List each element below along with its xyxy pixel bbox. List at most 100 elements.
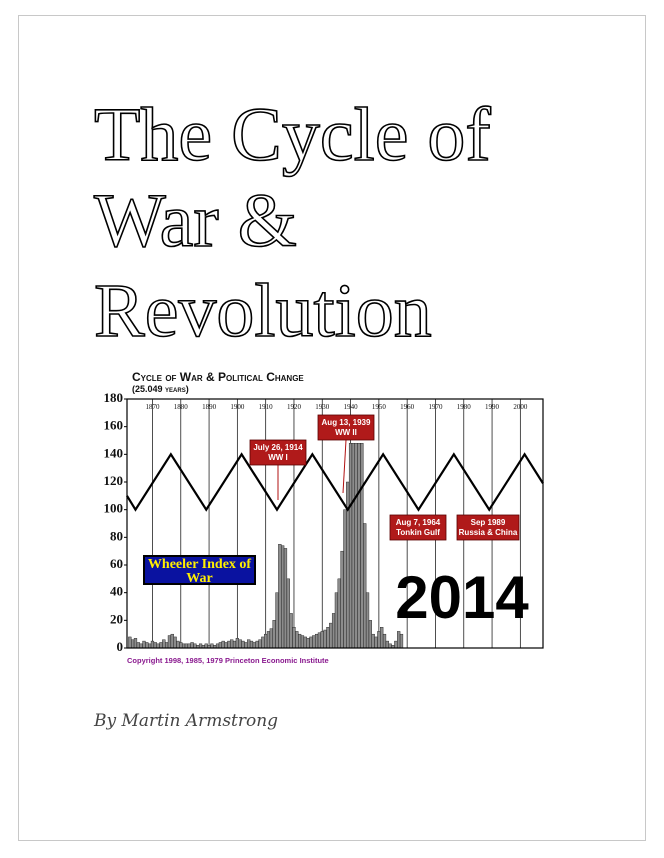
x-tick-label: 1870 — [145, 403, 160, 411]
y-tick-label: 140 — [104, 445, 124, 460]
bar — [148, 643, 152, 649]
annotation-text: Russia & China — [459, 528, 518, 537]
bar — [331, 613, 336, 649]
bar — [343, 509, 347, 649]
bar — [320, 631, 324, 649]
bar — [272, 620, 276, 649]
bar — [326, 627, 330, 649]
bar — [258, 639, 262, 649]
annotation-box — [317, 414, 375, 441]
bar — [232, 640, 237, 649]
annotation-text: Tonkin Gulf — [396, 528, 440, 537]
bar — [167, 635, 172, 649]
bar — [377, 631, 381, 649]
bar — [153, 642, 157, 649]
bar — [385, 640, 389, 649]
legend-entry: Wheeler Index of War — [143, 555, 256, 586]
x-tick-label: 1960 — [400, 403, 415, 411]
bar — [136, 642, 140, 649]
bar — [298, 633, 302, 649]
annotation-text: WW II — [335, 428, 357, 437]
bar — [221, 640, 225, 649]
y-tick-label: 100 — [104, 501, 124, 516]
x-tick-label: 1880 — [174, 403, 189, 411]
x-tick-label: 1930 — [315, 403, 330, 411]
x-tick-label: 1980 — [457, 403, 472, 411]
bar — [159, 642, 163, 649]
x-tick-label: 1910 — [259, 403, 274, 411]
bar — [264, 633, 268, 649]
bar — [235, 638, 239, 649]
bar — [399, 633, 404, 649]
title-line: The Cycle of — [94, 93, 491, 177]
bar — [179, 642, 183, 649]
bar — [238, 639, 242, 649]
bar — [162, 639, 166, 649]
bar — [181, 643, 186, 649]
bar — [394, 640, 398, 649]
bar — [323, 629, 327, 649]
x-tick-label: 1940 — [344, 403, 359, 411]
highlight-year: 2014 — [395, 564, 529, 631]
bar — [365, 592, 370, 649]
bar — [300, 635, 305, 649]
bar — [303, 636, 307, 649]
bar — [380, 627, 384, 649]
bar — [351, 443, 356, 649]
annotation-pointer — [342, 439, 347, 494]
bar — [150, 640, 155, 649]
bar — [247, 639, 251, 649]
bar — [360, 443, 364, 649]
x-tick-label: 1990 — [485, 403, 500, 411]
y-tick-label: 80 — [110, 528, 123, 543]
bar — [289, 613, 293, 649]
bar — [227, 640, 231, 649]
bar — [334, 592, 339, 649]
y-tick-label: 20 — [110, 611, 123, 626]
y-tick-label: 40 — [110, 584, 123, 599]
cycle-line — [126, 452, 544, 512]
bar — [244, 642, 248, 649]
bar — [176, 640, 180, 649]
bar — [286, 578, 290, 649]
chart-subtitle: (25.049 years) — [132, 384, 189, 394]
bar — [368, 620, 372, 649]
y-tick-label: 0 — [117, 639, 124, 654]
bar — [292, 627, 296, 649]
x-tick-label: 1890 — [202, 403, 217, 411]
bar — [348, 443, 353, 649]
bar — [218, 642, 223, 649]
bar — [388, 643, 392, 649]
bar — [266, 631, 271, 649]
bar — [210, 643, 214, 649]
title-line: War & — [94, 179, 297, 263]
x-tick-label: 2000 — [513, 403, 528, 411]
bar — [165, 642, 169, 649]
x-tick-label: 1950 — [372, 403, 387, 411]
bar — [131, 639, 135, 649]
bar — [190, 642, 194, 649]
bar — [198, 643, 203, 649]
x-tick-label: 1920 — [287, 403, 302, 411]
annotation-text: WW I — [268, 453, 288, 462]
bar — [309, 636, 313, 649]
annotation-text: Aug 7, 1964 — [396, 518, 441, 527]
annotation-box — [249, 439, 307, 466]
bar — [363, 523, 367, 649]
bar — [269, 628, 273, 649]
bar — [382, 633, 387, 649]
bar — [278, 544, 282, 649]
annotation-box — [389, 514, 447, 541]
y-tick-label: 160 — [104, 418, 124, 433]
bar — [357, 443, 361, 649]
bar — [156, 643, 160, 649]
bar — [170, 633, 174, 649]
bar — [397, 631, 401, 649]
bar — [306, 638, 310, 649]
bar — [314, 633, 319, 649]
legend: Wheeler Index of War — [143, 555, 256, 586]
chart-title: Cycle of War & Political Change — [132, 370, 304, 384]
bar — [252, 642, 256, 649]
bar — [139, 643, 143, 649]
